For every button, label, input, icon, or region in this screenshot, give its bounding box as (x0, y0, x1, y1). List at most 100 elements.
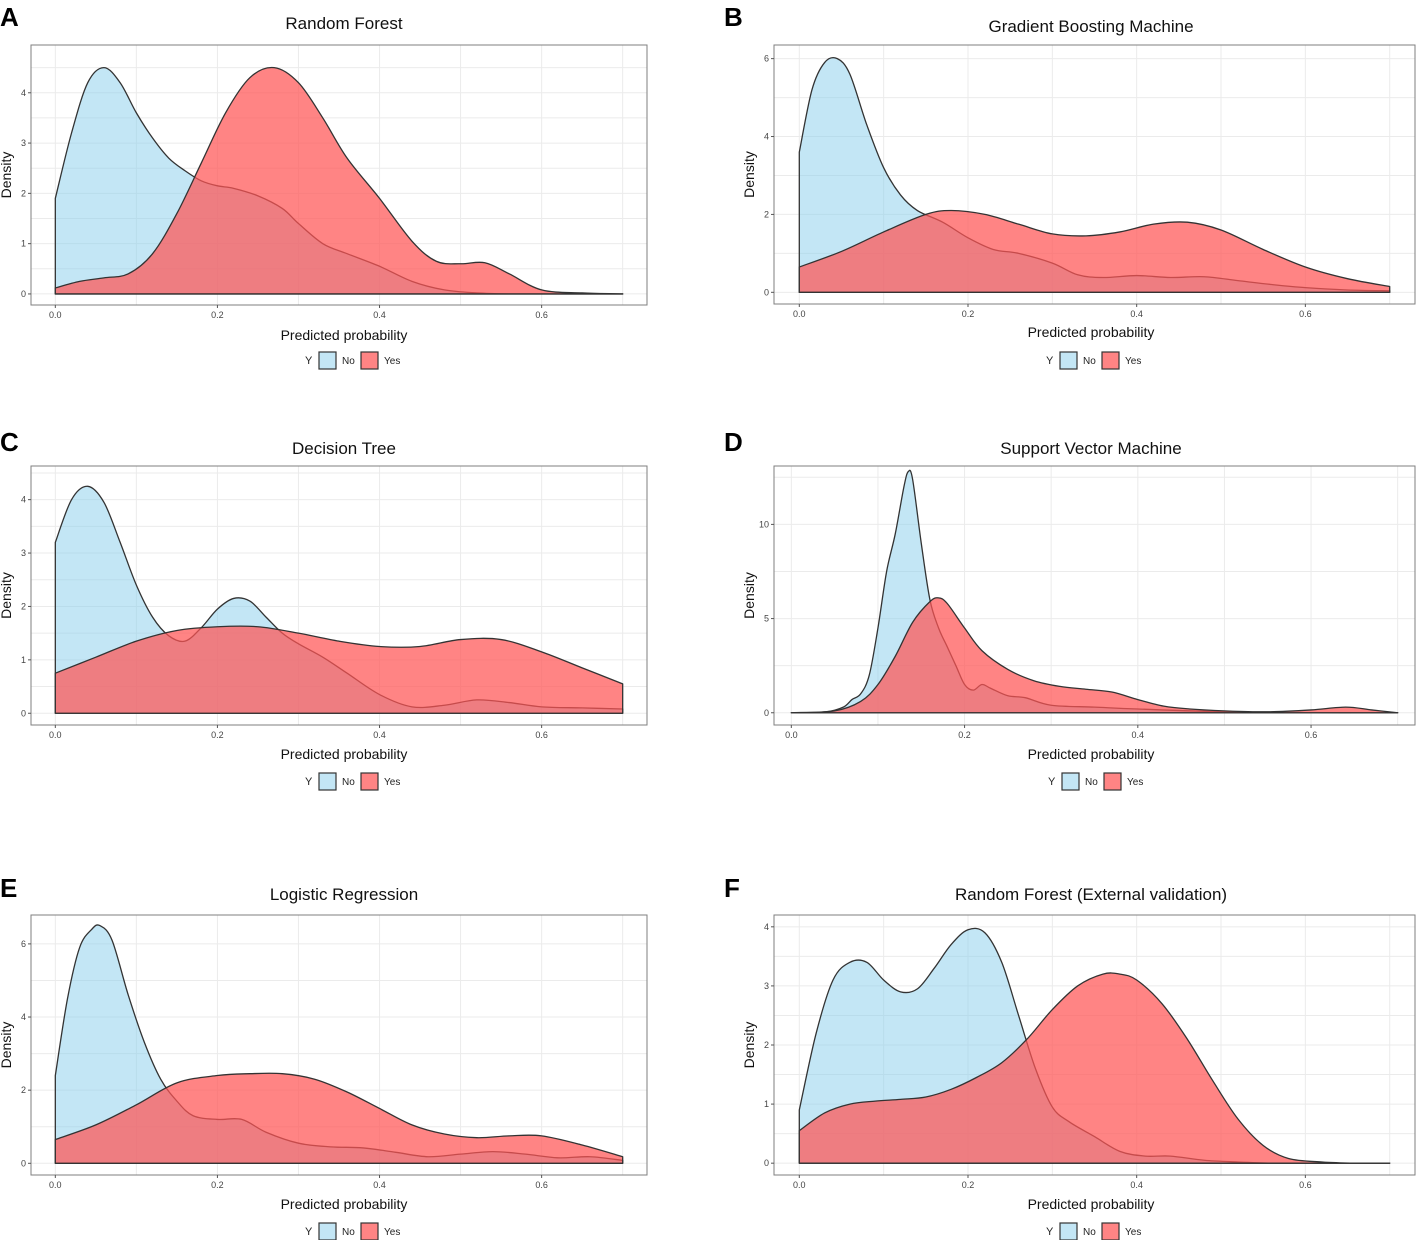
panel-b: B Gradient Boosting Machine 0.0 0.2 0.4 0.6 0 2… (724, 2, 1416, 370)
legend: Y No Yes (305, 1222, 400, 1240)
y-tick-label: 1 (21, 239, 26, 249)
y-tick-label: 3 (21, 138, 26, 148)
x-axis-title: Predicted probability (1028, 324, 1155, 340)
x-tick-label: 0.4 (1132, 730, 1145, 740)
x-tick-label: 0.4 (373, 310, 386, 320)
y-axis-title: Density (741, 1022, 757, 1069)
y-tick-label: 4 (764, 132, 769, 142)
y-tick-label: 4 (21, 495, 26, 505)
panel-title: Decision Tree (292, 439, 396, 458)
legend-title: Y (1046, 1226, 1054, 1238)
panel-title: Support Vector Machine (1000, 439, 1181, 458)
legend-label-yes: Yes (1127, 777, 1143, 788)
y-axis-title: Density (0, 152, 14, 199)
legend-label-no: No (342, 777, 355, 788)
x-tick-label: 0.6 (1299, 309, 1312, 319)
x-axis-title: Predicted probability (1028, 746, 1155, 762)
x-tick-label: 0.6 (1299, 1180, 1312, 1190)
y-tick-label: 0 (21, 708, 26, 718)
x-tick-label: 0.0 (49, 1180, 62, 1190)
legend-key-no (1059, 1222, 1078, 1240)
density-yes (54, 1072, 624, 1164)
legend: Y No Yes (1046, 351, 1141, 370)
x-tick-label: 0.0 (785, 730, 798, 740)
legend-key-no (318, 772, 337, 791)
x-tick-label: 0.4 (373, 1180, 386, 1190)
legend-label-no: No (1083, 1227, 1096, 1238)
legend: Y No Yes (305, 772, 400, 791)
density-yes (798, 209, 1391, 293)
y-tick-label: 1 (21, 655, 26, 665)
y-axis-title: Density (741, 572, 757, 619)
density-yes (798, 972, 1391, 1164)
x-tick-label: 0.6 (535, 730, 548, 740)
legend-label-yes: Yes (1125, 356, 1141, 367)
panel-title: Random Forest (285, 14, 402, 33)
y-tick-label: 2 (21, 1085, 26, 1095)
legend-key-yes (1101, 1222, 1120, 1240)
panel-title: Logistic Regression (270, 885, 418, 904)
panel-letter: D (724, 427, 743, 457)
y-tick-label: 6 (764, 54, 769, 64)
y-tick-label: 2 (764, 209, 769, 219)
panel-f: F Random Forest (External validation) 0.0 0… (724, 873, 1416, 1240)
legend-key-yes (1103, 772, 1122, 791)
panel-a: A Random Forest 0.0 0.2 0.4 0.6 0 1 2 3 4 Predicted… (0, 2, 648, 370)
y-tick-label: 0 (764, 708, 769, 718)
x-tick-label: 0.6 (1305, 730, 1318, 740)
x-tick-label: 0.0 (49, 310, 62, 320)
panel-letter: A (0, 2, 19, 32)
y-tick-label: 4 (764, 922, 769, 932)
plot-frame (773, 465, 1416, 726)
legend: Y No Yes (305, 351, 400, 370)
legend-key-yes (1101, 351, 1120, 370)
legend-title: Y (1046, 355, 1054, 367)
density-yes (54, 66, 624, 295)
y-tick-label: 6 (21, 939, 26, 949)
density-yes (54, 625, 624, 714)
panel-letter: B (724, 2, 743, 32)
legend-label-yes: Yes (1125, 1227, 1141, 1238)
y-tick-label: 2 (21, 601, 26, 611)
legend-key-yes (360, 351, 379, 370)
x-axis-title: Predicted probability (281, 327, 408, 343)
plot-frame (30, 44, 648, 306)
panel-letter: F (724, 873, 740, 903)
x-tick-label: 0.0 (793, 309, 806, 319)
legend: Y No Yes (1046, 1222, 1141, 1240)
legend-key-yes (360, 772, 379, 791)
panel-c: C Decision Tree 0.0 0.2 0.4 0.6 0 1 2 3 4 Predicted… (0, 427, 648, 791)
y-axis-title: Density (0, 572, 14, 619)
panel-e: E Logistic Regression 0.0 0.2 0.4 0.6 0 2 4 6 Pred… (0, 873, 648, 1240)
panel-letter: E (0, 873, 17, 903)
y-tick-label: 0 (21, 289, 26, 299)
x-tick-label: 0.2 (211, 310, 224, 320)
legend-label-yes: Yes (384, 1227, 400, 1238)
density-yes (790, 597, 1399, 714)
x-tick-label: 0.4 (1130, 309, 1143, 319)
y-tick-label: 0 (21, 1158, 26, 1168)
y-tick-label: 2 (764, 1040, 769, 1050)
legend-label-yes: Yes (384, 356, 400, 367)
legend-key-no (1059, 351, 1078, 370)
x-tick-label: 0.2 (958, 730, 971, 740)
x-tick-label: 0.2 (962, 1180, 975, 1190)
legend-key-no (1061, 772, 1080, 791)
y-axis-title: Density (0, 1022, 14, 1069)
legend-key-no (318, 1222, 337, 1240)
legend-title: Y (1048, 776, 1056, 788)
y-tick-label: 1 (764, 1099, 769, 1109)
x-tick-label: 0.2 (211, 1180, 224, 1190)
legend-title: Y (305, 1226, 313, 1238)
legend-label-no: No (1085, 777, 1098, 788)
x-tick-label: 0.0 (793, 1180, 806, 1190)
legend-key-yes (360, 1222, 379, 1240)
y-tick-label: 0 (764, 287, 769, 297)
panel-title: Random Forest (External validation) (955, 885, 1227, 904)
panel-title: Gradient Boosting Machine (988, 17, 1193, 36)
plot-frame (773, 44, 1416, 305)
plot-frame (30, 465, 648, 726)
legend-title: Y (305, 776, 313, 788)
y-tick-label: 0 (764, 1158, 769, 1168)
